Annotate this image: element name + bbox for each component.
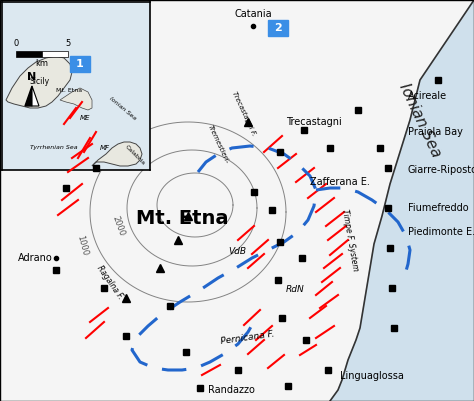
Text: 2: 2 xyxy=(274,23,282,33)
Polygon shape xyxy=(25,86,32,106)
Text: Mt. Etna: Mt. Etna xyxy=(136,209,228,227)
Text: Randazzo: Randazzo xyxy=(208,385,255,395)
Text: Piedimonte E.: Piedimonte E. xyxy=(408,227,474,237)
Text: RdN: RdN xyxy=(286,286,305,294)
Text: km: km xyxy=(36,59,48,68)
Text: Praiola Bay: Praiola Bay xyxy=(408,127,463,137)
Text: 2000: 2000 xyxy=(110,214,126,237)
Text: Catania: Catania xyxy=(234,9,272,19)
Text: Giarre-Riposto: Giarre-Riposto xyxy=(408,165,474,175)
Text: Linguaglossa: Linguaglossa xyxy=(340,371,404,381)
Text: 1: 1 xyxy=(76,59,84,69)
Text: Acireale: Acireale xyxy=(408,91,447,101)
Text: Timpe F. System: Timpe F. System xyxy=(340,209,360,272)
Text: Trecastagni F.: Trecastagni F. xyxy=(231,91,257,137)
Text: 1000: 1000 xyxy=(75,235,89,257)
Text: Fiumefreddo: Fiumefreddo xyxy=(408,203,469,213)
Text: Adrano: Adrano xyxy=(18,253,53,263)
Text: Ionian Sea: Ionian Sea xyxy=(396,81,444,160)
Text: Tremestieri-: Tremestieri- xyxy=(206,124,229,164)
Text: Trecastagni: Trecastagni xyxy=(286,117,342,127)
Text: Ragalna F.: Ragalna F. xyxy=(95,263,125,301)
Polygon shape xyxy=(32,86,39,106)
Bar xyxy=(268,20,288,36)
Bar xyxy=(70,56,90,72)
Text: Zafferana E.: Zafferana E. xyxy=(310,177,370,187)
Bar xyxy=(42,51,68,57)
Text: N: N xyxy=(27,72,36,82)
Bar xyxy=(16,51,42,57)
Text: Pernicana F.: Pernicana F. xyxy=(220,330,275,346)
Text: 5: 5 xyxy=(65,39,71,48)
Text: VdB: VdB xyxy=(228,247,246,257)
Text: 0: 0 xyxy=(13,39,18,48)
Polygon shape xyxy=(330,0,474,401)
